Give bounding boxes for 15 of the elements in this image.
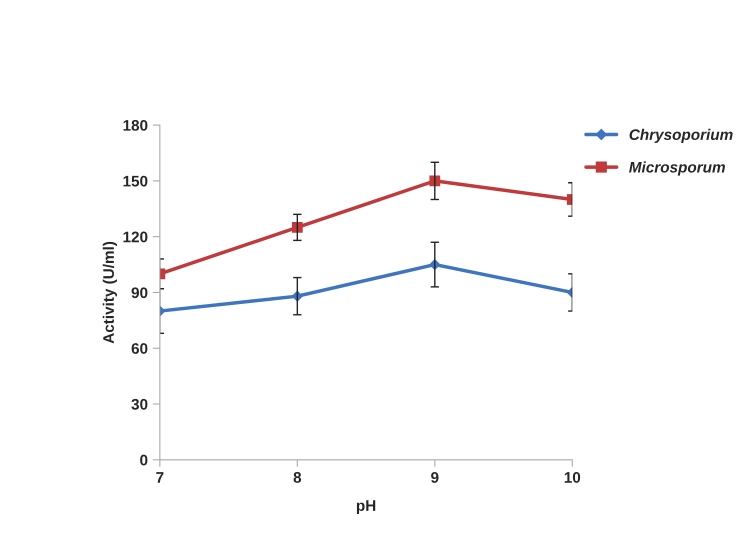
y-tick-label: 0 bbox=[140, 454, 148, 466]
legend-label: Chrysoporium bbox=[630, 128, 733, 144]
y-tick-label: 150 bbox=[124, 176, 148, 187]
x-tick-label: 10 bbox=[564, 472, 580, 483]
y-axis-title: Activity (U/ml) bbox=[102, 242, 117, 344]
x-tick-label: 7 bbox=[156, 472, 164, 483]
y-tick-label: 30 bbox=[131, 398, 148, 410]
y-tick-label: 90 bbox=[132, 287, 148, 298]
x-axis-title: pH bbox=[356, 500, 376, 514]
x-tick-label: 8 bbox=[294, 472, 302, 483]
x-tick-label: 9 bbox=[431, 472, 438, 483]
y-tick-label: 120 bbox=[124, 232, 148, 242]
legend-label: Microsporum bbox=[629, 161, 725, 176]
y-tick-label: 60 bbox=[132, 343, 148, 354]
y-tick-label: 180 bbox=[124, 120, 148, 131]
